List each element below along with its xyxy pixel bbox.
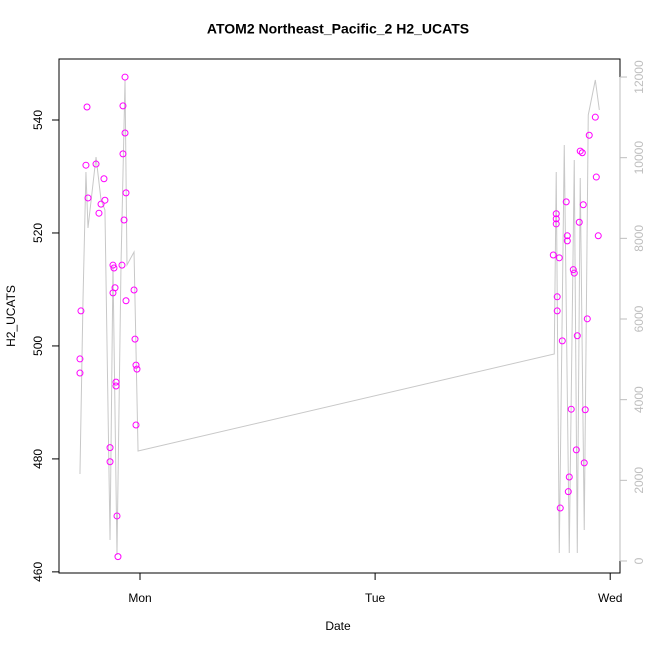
point [576,147,584,155]
point [84,194,92,202]
x-tick-label: Tue [365,591,386,605]
point [100,175,108,183]
y-tick-label: 500 [31,336,45,356]
y2-tick-label: 6000 [632,305,646,332]
point [133,365,141,373]
y-tick-label: 460 [31,562,45,582]
point [555,254,563,262]
point [594,232,602,240]
chart-title: ATOM2 Northeast_Pacific_2 H2_UCATS [207,21,469,37]
point [567,405,575,413]
point [113,512,121,520]
point [114,553,122,561]
point [583,315,591,323]
y2-tick-label: 8000 [632,225,646,252]
point [591,113,599,121]
point [592,173,600,181]
point [552,215,560,223]
point [97,200,105,208]
point [131,335,139,343]
point [569,266,577,274]
point [77,307,85,315]
point [553,293,561,301]
point [132,421,140,429]
point [111,284,119,292]
point [581,406,589,414]
line [79,79,600,555]
point [563,237,571,245]
point [556,504,564,512]
y2-tick-label: 2000 [632,467,646,494]
point [570,269,578,277]
y-tick-label: 540 [31,110,45,130]
point [121,129,129,137]
point [76,355,84,363]
y2-tick-label: 0 [632,557,646,564]
point [106,458,114,466]
point [83,103,91,111]
point [95,209,103,217]
point [122,189,130,197]
y-tick-label: 480 [31,449,45,469]
point [552,210,560,218]
point [130,286,138,294]
point [106,444,114,452]
point [549,251,557,259]
point [564,488,572,496]
point [122,297,130,305]
point [578,149,586,157]
point [563,232,571,240]
point [112,378,120,386]
point [118,261,126,269]
point [101,196,109,204]
y2-tick-label: 4000 [632,386,646,413]
point [121,73,129,81]
point [120,216,128,224]
point [580,459,588,467]
point [110,264,118,272]
point [76,369,84,377]
point [572,446,580,454]
point [552,220,560,228]
point [132,361,140,369]
point [575,218,583,226]
point [558,337,566,345]
x-tick-label: Mon [128,591,151,605]
y-axis-label: H2_UCATS [4,285,18,347]
point [92,160,100,168]
point [553,307,561,315]
y2-tick-label: 12000 [632,60,646,94]
x-tick-label: Wed [598,591,622,605]
point [579,201,587,209]
x-axis-label: Date [325,619,351,633]
y2-tick-label: 10000 [632,141,646,175]
point [119,150,127,158]
point [119,102,127,110]
point [565,473,573,481]
point [112,382,120,390]
point [573,332,581,340]
point [82,161,90,169]
point [585,131,593,139]
y-tick-label: 520 [31,223,45,243]
point [562,198,570,206]
